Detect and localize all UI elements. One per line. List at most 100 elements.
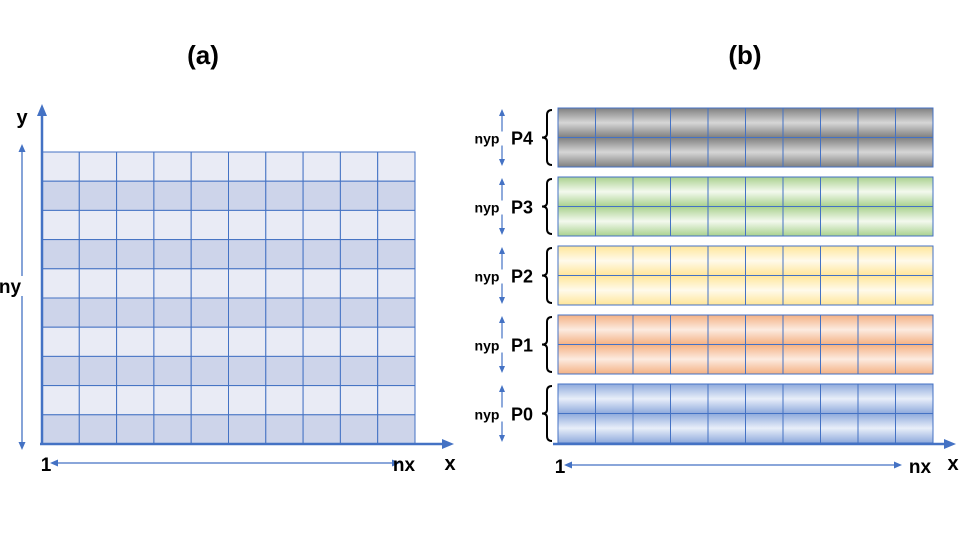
grid-cell xyxy=(820,206,859,237)
grid-cell xyxy=(782,413,821,444)
block-label: P4 xyxy=(511,129,533,149)
grid-cell xyxy=(820,314,859,345)
grid-cell xyxy=(116,151,155,182)
grid-cell xyxy=(339,355,379,387)
nyp-dimension-label: nyp xyxy=(475,407,500,423)
panel-a: (a) y x ny 1 nx xyxy=(0,40,456,476)
grid-cell xyxy=(670,107,709,138)
ny-dimension-label: ny xyxy=(0,277,22,298)
grid-cell xyxy=(670,344,709,375)
grid-cell xyxy=(782,107,821,138)
grid-cell xyxy=(339,268,379,299)
panel-b: (b) P4 nyp P3 nyp P2 nyp P1 nyp P0 nyp x 1 nx xyxy=(470,40,959,478)
grid-cell xyxy=(857,107,896,138)
grid-cell xyxy=(116,414,155,445)
grid-cell xyxy=(339,297,379,328)
grid-cell xyxy=(857,176,896,207)
grid-cell xyxy=(339,239,379,270)
grid-cell xyxy=(595,383,634,414)
grid-cell xyxy=(707,137,746,168)
grid-cell xyxy=(745,107,784,138)
grid-cell xyxy=(190,151,229,182)
grid-cell xyxy=(557,314,596,345)
grid-cell xyxy=(190,414,229,445)
grid-cell xyxy=(670,176,709,207)
grid-cell xyxy=(820,107,859,138)
grid-cell xyxy=(782,314,821,345)
grid-cell xyxy=(632,275,671,306)
grid-cell xyxy=(228,239,267,270)
grid-cell xyxy=(820,245,859,276)
grid-cell xyxy=(632,206,671,237)
grid-cell xyxy=(557,176,596,207)
grid-cell xyxy=(595,413,634,444)
grid-cell xyxy=(857,314,896,345)
grid-cell xyxy=(153,326,192,357)
grid-cell xyxy=(557,383,596,414)
grid-cell xyxy=(895,137,934,168)
nyp-arrow-top xyxy=(499,385,505,392)
grid-cell xyxy=(670,137,709,168)
grid-cell xyxy=(745,314,784,345)
grid-cell xyxy=(265,209,304,241)
grid-cell xyxy=(895,314,934,345)
grid-cell xyxy=(670,206,709,237)
grid-cell xyxy=(153,180,192,211)
x-axis-label: x xyxy=(444,453,455,475)
grid-cell xyxy=(595,206,634,237)
panel-a-label: (a) xyxy=(187,40,219,70)
grid-cell xyxy=(228,268,267,299)
grid-cell xyxy=(895,107,934,138)
nyp-arrow-bottom xyxy=(499,228,505,235)
grid-cell xyxy=(265,151,304,182)
grid-cell xyxy=(595,314,634,345)
grid-cell xyxy=(190,239,229,270)
grid-cell xyxy=(895,275,934,306)
grid-cell xyxy=(302,239,341,270)
grid-cell xyxy=(707,383,746,414)
grid-cell xyxy=(116,326,155,357)
nyp-arrow-top xyxy=(499,316,505,323)
grid-cell xyxy=(78,268,118,299)
nx-dimension-arrow-right xyxy=(392,459,400,467)
grid-cell xyxy=(78,326,118,357)
grid-cell xyxy=(302,385,341,416)
grid-cell xyxy=(302,268,341,299)
panel-b-label: (b) xyxy=(728,40,761,70)
block-label: P1 xyxy=(511,336,533,356)
grid-cell xyxy=(78,180,118,211)
grid-cell xyxy=(377,355,416,387)
y-axis-arrowhead xyxy=(37,104,47,116)
grid-cell xyxy=(78,151,118,182)
nx-b-dimension-arrow-right xyxy=(894,461,902,469)
subdomain-p3 xyxy=(557,176,934,237)
nyp-dimension-label: nyp xyxy=(475,338,500,354)
grid-cell xyxy=(41,151,80,182)
block-label: P2 xyxy=(511,267,533,287)
grid-cell xyxy=(116,239,155,270)
grid-cell xyxy=(339,151,379,182)
grid-cell xyxy=(228,385,267,416)
grid-cell xyxy=(41,414,80,445)
grid-cell xyxy=(265,385,304,416)
grid-cell xyxy=(895,383,934,414)
grid-cell xyxy=(78,209,118,241)
grid-cell xyxy=(377,239,416,270)
nx-dimension-arrow-left xyxy=(50,459,58,467)
global-grid xyxy=(41,151,416,445)
grid-cell xyxy=(745,245,784,276)
ny-dimension-arrow-bottom xyxy=(18,442,26,450)
subdomain-labels: P4 nyp P3 nyp P2 nyp P1 nyp P0 nyp xyxy=(470,109,553,442)
grid-cell xyxy=(820,344,859,375)
grid-cell xyxy=(377,180,416,211)
grid-cell xyxy=(595,275,634,306)
grid-cell xyxy=(190,385,229,416)
grid-cell xyxy=(116,268,155,299)
grid-cell xyxy=(632,413,671,444)
grid-cell xyxy=(41,180,80,211)
grid-cell xyxy=(670,383,709,414)
grid-cell xyxy=(857,137,896,168)
grid-cell xyxy=(116,297,155,328)
grid-cell xyxy=(302,151,341,182)
grid-cell xyxy=(782,206,821,237)
